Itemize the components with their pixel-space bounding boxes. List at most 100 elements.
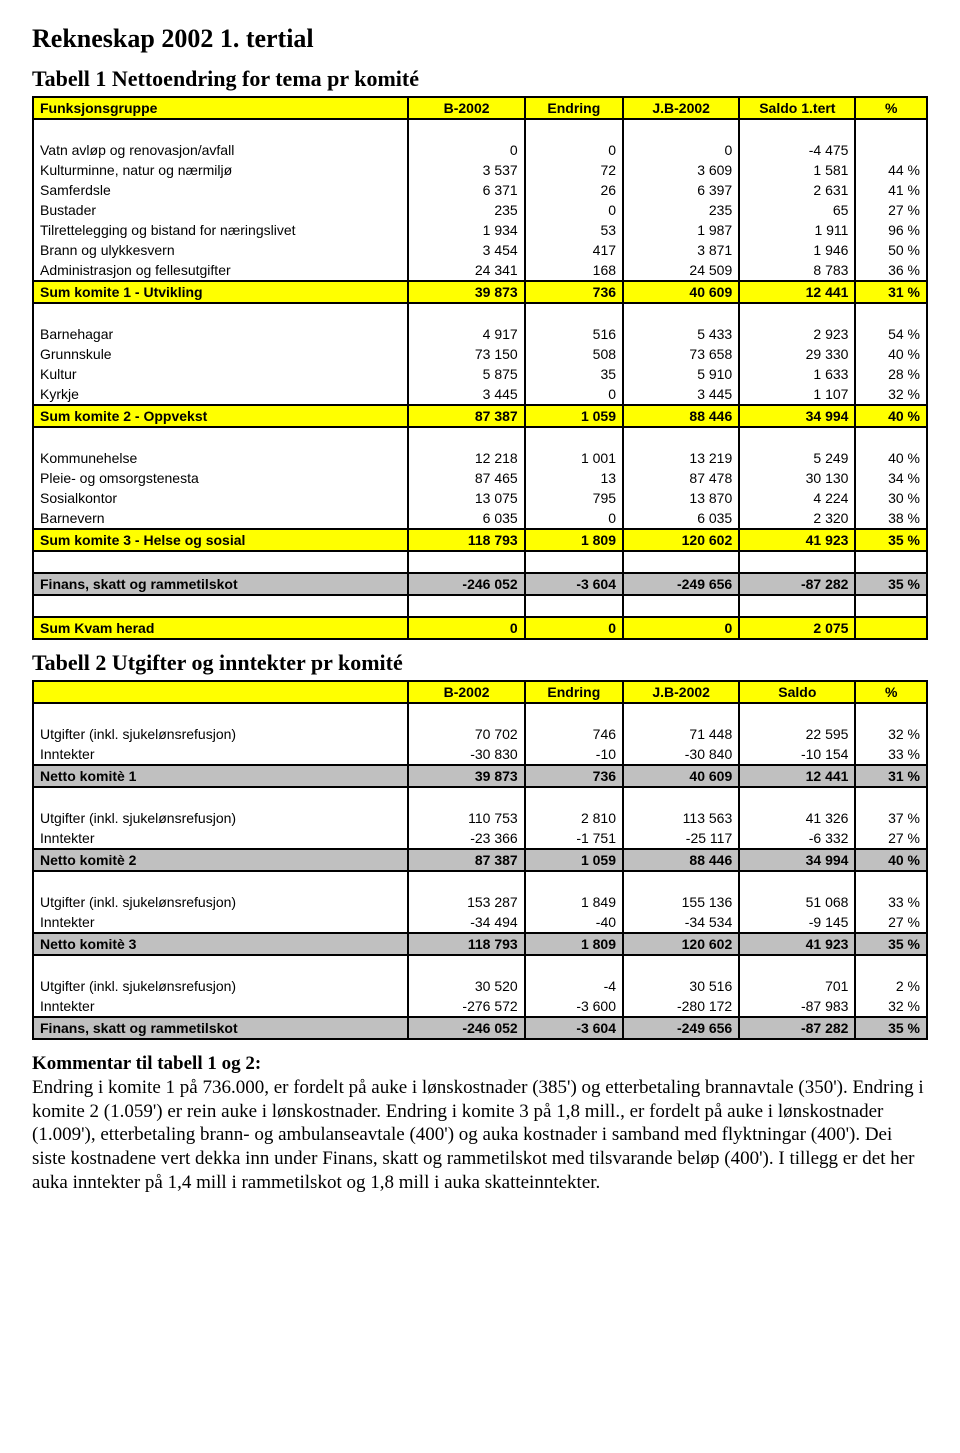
page-title: Rekneskap 2002 1. tertial	[32, 24, 928, 54]
table-row: Kulturminne, natur og nærmiljø3 537723 6…	[33, 160, 927, 180]
table-row: Pleie- og omsorgstenesta87 4651387 47830…	[33, 468, 927, 488]
row-value: 5 249	[739, 448, 855, 468]
footer-commentary: Kommentar til tabell 1 og 2: Endring i k…	[32, 1052, 928, 1195]
row-label: Sum komite 2 - Oppvekst	[33, 405, 408, 427]
col-header: %	[855, 681, 927, 703]
row-value: 2 810	[525, 808, 623, 828]
row-value: 96 %	[855, 220, 927, 240]
row-value: -280 172	[623, 996, 739, 1017]
row-label: Grunnskule	[33, 344, 408, 364]
table-row: Inntekter-30 830-10-30 840-10 15433 %	[33, 744, 927, 765]
table-row: Inntekter-34 494-40-34 534-9 14527 %	[33, 912, 927, 933]
row-value: 87 465	[408, 468, 524, 488]
row-value: -34 494	[408, 912, 524, 933]
row-value: 40 %	[855, 849, 927, 871]
row-value: -87 983	[739, 996, 855, 1017]
table-row: Utgifter (inkl. sjukelønsrefusjon)70 702…	[33, 724, 927, 744]
row-value: -249 656	[623, 1017, 739, 1039]
table-row: Tilrettelegging og bistand for næringsli…	[33, 220, 927, 240]
row-label: Barnevern	[33, 508, 408, 529]
row-value: 4 224	[739, 488, 855, 508]
table-row: Sum Kvam herad0002 075	[33, 617, 927, 639]
row-value: 30 %	[855, 488, 927, 508]
row-value: 30 520	[408, 976, 524, 996]
row-value: 0	[525, 140, 623, 160]
row-value: -249 656	[623, 573, 739, 595]
row-value: -3 604	[525, 1017, 623, 1039]
row-value: 6 397	[623, 180, 739, 200]
row-value: 40 %	[855, 344, 927, 364]
row-value: 41 %	[855, 180, 927, 200]
row-value: -25 117	[623, 828, 739, 849]
row-value: 88 446	[623, 849, 739, 871]
row-value: 2 320	[739, 508, 855, 529]
row-value: 37 %	[855, 808, 927, 828]
col-header: Saldo 1.tert	[739, 97, 855, 119]
row-value: 39 873	[408, 281, 524, 303]
row-value: -4	[525, 976, 623, 996]
row-value: 41 923	[739, 933, 855, 955]
row-value: 0	[525, 384, 623, 405]
row-label: Sosialkontor	[33, 488, 408, 508]
table-row: Samferdsle6 371266 3972 63141 %	[33, 180, 927, 200]
table-row: Vatn avløp og renovasjon/avfall000-4 475	[33, 140, 927, 160]
row-value: 13 219	[623, 448, 739, 468]
table-row: Inntekter-23 366-1 751-25 117-6 33227 %	[33, 828, 927, 849]
row-value: 87 478	[623, 468, 739, 488]
row-value: 71 448	[623, 724, 739, 744]
spacer-row	[33, 303, 927, 324]
row-label: Finans, skatt og rammetilskot	[33, 1017, 408, 1039]
row-value: 53	[525, 220, 623, 240]
row-label: Sum Kvam herad	[33, 617, 408, 639]
row-value: 3 609	[623, 160, 739, 180]
row-value: 1 934	[408, 220, 524, 240]
row-label: Kommunehelse	[33, 448, 408, 468]
row-value: -3 604	[525, 573, 623, 595]
row-value: 3 454	[408, 240, 524, 260]
row-value: 1 633	[739, 364, 855, 384]
row-value: 0	[408, 617, 524, 639]
row-value: 30 130	[739, 468, 855, 488]
table-row: Netto komitè 3118 7931 809120 60241 9233…	[33, 933, 927, 955]
row-value: 35 %	[855, 933, 927, 955]
table-row: Grunnskule73 15050873 65829 33040 %	[33, 344, 927, 364]
row-value: 40 %	[855, 405, 927, 427]
row-value: -10 154	[739, 744, 855, 765]
row-value: 27 %	[855, 200, 927, 220]
row-value: -276 572	[408, 996, 524, 1017]
row-label: Utgifter (inkl. sjukelønsrefusjon)	[33, 892, 408, 912]
row-value: 1 059	[525, 405, 623, 427]
footer-heading: Kommentar til tabell 1 og 2:	[32, 1053, 261, 1074]
row-value: 4 917	[408, 324, 524, 344]
row-label: Inntekter	[33, 912, 408, 933]
row-value	[855, 617, 927, 639]
row-value: 235	[408, 200, 524, 220]
row-value: 2 631	[739, 180, 855, 200]
row-value: 746	[525, 724, 623, 744]
table-row: Finans, skatt og rammetilskot-246 052-3 …	[33, 573, 927, 595]
table1: FunksjonsgruppeB-2002EndringJ.B-2002Sald…	[32, 96, 928, 640]
row-value: -1 751	[525, 828, 623, 849]
row-value: 8 783	[739, 260, 855, 281]
row-value: 39 873	[408, 765, 524, 787]
table-row: Utgifter (inkl. sjukelønsrefusjon)30 520…	[33, 976, 927, 996]
table-row: Brann og ulykkesvern3 4544173 8711 94650…	[33, 240, 927, 260]
row-value: 44 %	[855, 160, 927, 180]
row-value: 1 581	[739, 160, 855, 180]
row-value: 120 602	[623, 933, 739, 955]
col-header: J.B-2002	[623, 681, 739, 703]
row-value: 35 %	[855, 1017, 927, 1039]
row-value: 5 875	[408, 364, 524, 384]
row-value: 113 563	[623, 808, 739, 828]
row-label: Barnehagar	[33, 324, 408, 344]
col-header: B-2002	[408, 97, 524, 119]
row-value: -40	[525, 912, 623, 933]
row-label: Kulturminne, natur og nærmiljø	[33, 160, 408, 180]
row-value: 40 609	[623, 765, 739, 787]
row-value: 508	[525, 344, 623, 364]
row-value: 120 602	[623, 529, 739, 551]
row-label: Brann og ulykkesvern	[33, 240, 408, 260]
row-label: Sum komite 1 - Utvikling	[33, 281, 408, 303]
row-value: 1 059	[525, 849, 623, 871]
row-value: 54 %	[855, 324, 927, 344]
